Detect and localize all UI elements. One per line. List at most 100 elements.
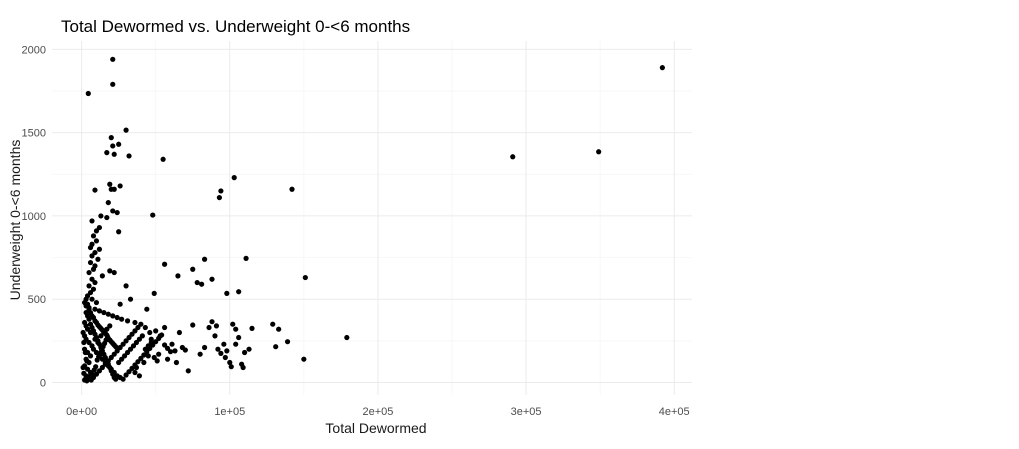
data-point <box>86 316 92 322</box>
data-point <box>141 352 147 358</box>
data-point <box>142 346 148 352</box>
x-tick-label: 2e+05 <box>362 406 393 418</box>
y-tick-label: 1000 <box>22 211 46 223</box>
data-point <box>105 199 111 206</box>
data-point <box>83 296 89 302</box>
data-point <box>95 256 101 262</box>
data-point <box>81 339 87 346</box>
data-point <box>92 306 98 312</box>
data-point <box>175 273 181 279</box>
data-point <box>179 344 185 351</box>
data-point <box>113 344 119 350</box>
data-point <box>142 324 148 331</box>
data-point <box>108 135 114 141</box>
y-tick-label: 1500 <box>22 128 46 140</box>
data-point <box>130 343 137 349</box>
data-point <box>123 338 129 344</box>
data-point <box>233 326 239 332</box>
data-point <box>86 339 92 346</box>
x-tick-label: 0e+00 <box>66 406 97 418</box>
data-point <box>116 229 122 235</box>
data-point <box>107 323 113 329</box>
data-point <box>301 356 307 362</box>
data-point <box>89 276 95 282</box>
data-point <box>123 283 129 289</box>
data-point <box>110 143 116 149</box>
data-point <box>221 341 227 347</box>
data-point <box>124 349 131 356</box>
data-point <box>201 256 208 262</box>
data-point <box>230 321 236 327</box>
y-tick-label: 500 <box>28 294 46 306</box>
data-point <box>110 313 116 319</box>
data-point <box>218 350 224 356</box>
data-point <box>222 354 228 361</box>
data-point <box>249 325 255 331</box>
data-point <box>126 334 132 341</box>
data-point <box>88 377 94 383</box>
data-point <box>194 279 200 286</box>
data-point <box>104 150 110 156</box>
data-point <box>96 368 103 374</box>
data-point <box>129 331 135 337</box>
data-point <box>209 276 215 282</box>
data-point <box>111 269 117 276</box>
data-point <box>135 359 141 365</box>
data-point <box>85 374 91 380</box>
data-point <box>197 351 203 357</box>
data-point <box>84 378 90 384</box>
data-point <box>161 342 168 348</box>
data-point <box>147 329 153 336</box>
data-point <box>224 290 230 296</box>
data-point <box>114 348 120 354</box>
data-point <box>107 268 113 274</box>
data-point <box>132 369 138 376</box>
y-tick-label: 0 <box>40 378 46 390</box>
data-point <box>241 349 248 356</box>
data-point <box>133 364 140 371</box>
data-point <box>99 273 105 279</box>
data-point <box>98 333 104 339</box>
data-point <box>116 141 122 147</box>
data-point <box>344 334 350 341</box>
y-tick-label: 2000 <box>22 44 46 56</box>
data-point <box>84 358 90 364</box>
data-point <box>153 339 159 345</box>
data-point <box>87 259 94 266</box>
data-point <box>104 214 110 221</box>
data-point <box>113 376 119 382</box>
data-point <box>89 218 95 224</box>
data-point <box>87 244 94 251</box>
data-point <box>215 346 221 352</box>
data-point <box>132 319 138 326</box>
data-point <box>84 366 91 372</box>
data-point <box>86 269 92 276</box>
data-point <box>151 354 157 361</box>
data-point <box>167 349 174 355</box>
data-point <box>145 353 151 359</box>
data-point <box>129 365 135 371</box>
data-point <box>212 333 218 339</box>
data-point <box>121 353 128 359</box>
data-point <box>116 359 122 366</box>
data-point <box>81 370 87 376</box>
data-point <box>117 183 123 189</box>
data-point <box>173 359 180 366</box>
data-point <box>132 328 138 334</box>
data-point <box>87 353 94 359</box>
data-point <box>110 81 116 87</box>
data-point <box>136 336 143 342</box>
data-point <box>110 56 116 62</box>
data-point <box>209 319 215 325</box>
data-point <box>123 372 129 378</box>
data-point <box>90 372 96 378</box>
data-point <box>93 364 99 370</box>
data-point <box>80 364 86 371</box>
data-point <box>510 154 516 160</box>
data-point <box>119 316 125 322</box>
data-point <box>160 156 166 162</box>
data-point <box>216 194 223 201</box>
data-point <box>236 289 242 295</box>
data-point <box>206 324 212 331</box>
x-tick-label: 4e+05 <box>659 406 690 418</box>
